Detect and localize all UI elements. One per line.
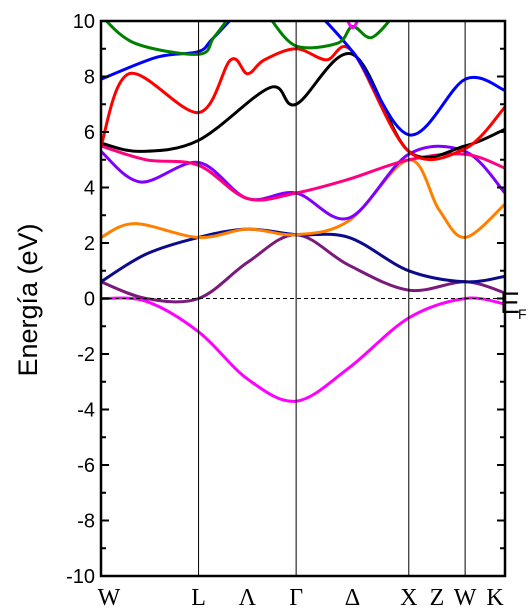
band-line-7 — [101, 53, 505, 157]
y-tick-label: 10 — [73, 11, 95, 33]
fermi-level-label: EF — [500, 287, 527, 322]
y-tick-label: -10 — [66, 566, 95, 588]
band-line-4 — [101, 160, 505, 238]
y-tick-label: -8 — [77, 511, 95, 533]
y-tick-label: 8 — [84, 67, 95, 89]
y-tick-label: 2 — [84, 233, 95, 255]
y-tick-label: 6 — [84, 122, 95, 144]
x-tick-label: W — [98, 585, 121, 611]
band-line-12 — [347, 18, 359, 28]
y-tick-label: -2 — [77, 344, 95, 366]
y-tick-label: 0 — [84, 289, 95, 311]
band-lines — [101, 0, 505, 401]
x-tick-label: Z — [430, 585, 445, 611]
band-line-2 — [101, 235, 505, 302]
fermi-label-sub: F — [518, 306, 527, 322]
x-tick-label: Γ — [289, 585, 303, 611]
y-tick-label: -4 — [77, 400, 95, 422]
x-tick-label: W — [454, 585, 477, 611]
y-axis-label: Energía (eV) — [13, 223, 43, 376]
x-tick-label: K — [486, 585, 504, 611]
x-tick-label: X — [400, 585, 417, 611]
band-line-1 — [101, 298, 505, 401]
x-tick-label: Δ — [345, 585, 360, 611]
x-tick-label: L — [191, 585, 206, 611]
x-tick-label: Λ — [239, 585, 257, 611]
y-tick-label: -6 — [77, 455, 95, 477]
fermi-label-main: E — [500, 287, 520, 320]
y-tick-label: 4 — [84, 178, 95, 200]
